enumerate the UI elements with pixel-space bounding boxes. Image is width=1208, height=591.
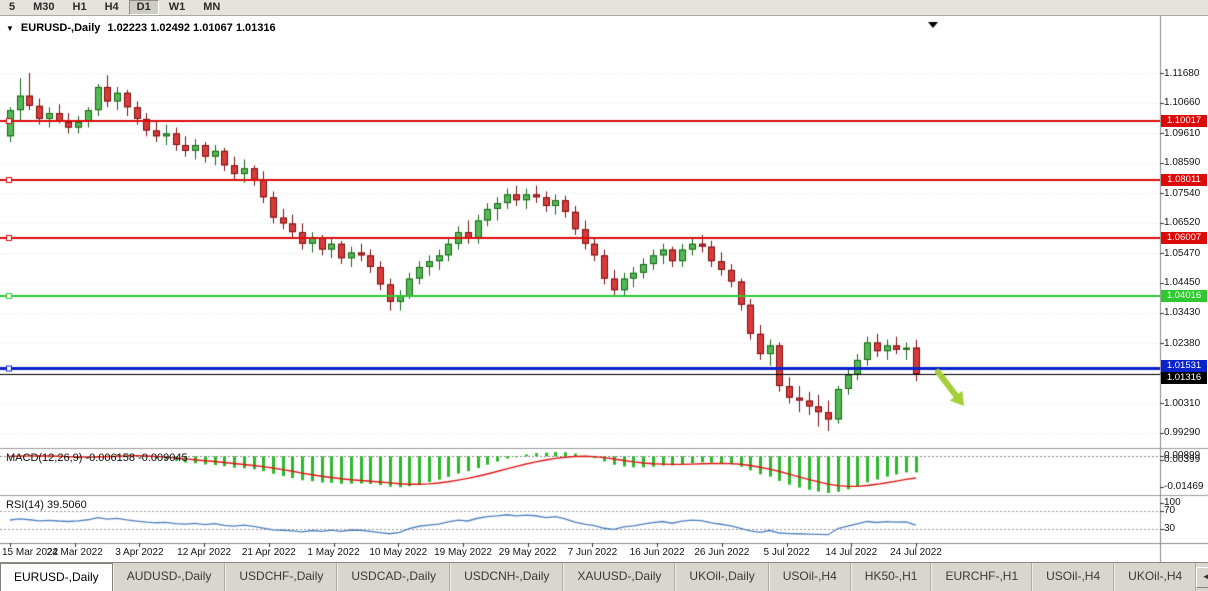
chart-tab[interactable]: USDCHF-,Daily — [225, 563, 338, 591]
symbol-dropdown-icon[interactable]: ▼ — [6, 23, 14, 33]
timeframe-button-d1[interactable]: D1 — [128, 0, 159, 15]
timeframe-toolbar: 5 M30 H1 H4 D1 W1 MN — [0, 0, 1208, 16]
chart-tabs: EURUSD-,Daily AUDUSD-,Daily USDCHF-,Daily U… — [0, 563, 1197, 591]
chart-tab[interactable]: HK50-,H1 — [850, 563, 932, 591]
chart-tab[interactable]: UKOil-,H4 — [1114, 563, 1197, 591]
chart-tab[interactable]: USOil-,H4 — [768, 563, 851, 591]
chart-tab[interactable]: USDCNH-,Daily — [450, 563, 564, 591]
timeframe-button-m30[interactable]: M30 — [33, 1, 55, 13]
tab-scroll-left-button[interactable]: ◄ — [1196, 566, 1208, 588]
tab-scroll-controls: ◄ ► — [1196, 563, 1208, 591]
price-chart-canvas[interactable] — [0, 16, 1208, 562]
chart-tab[interactable]: EURUSD-,Daily — [0, 563, 113, 591]
chart-tab[interactable]: USDCAD-,Daily — [337, 563, 451, 591]
timeframe-button-h4[interactable]: H4 — [104, 1, 119, 13]
timeframe-button-mn[interactable]: MN — [203, 1, 221, 13]
timeframe-button-5[interactable]: 5 — [9, 1, 16, 13]
chart-tab[interactable]: AUDUSD-,Daily — [112, 563, 226, 591]
timeframe-button-w1[interactable]: W1 — [168, 1, 186, 13]
chart-tab[interactable]: USOil-,H4 — [1032, 563, 1115, 591]
chart-tab[interactable]: UKOil-,Daily — [675, 563, 769, 591]
chart-region: ▼ EURUSD-,Daily 1.02223 1.02492 1.01067 … — [0, 16, 1208, 562]
timeframe-button-h1[interactable]: H1 — [72, 1, 87, 13]
chart-tab[interactable]: XAUUSD-,Daily — [563, 563, 676, 591]
chart-tab[interactable]: EURCHF-,H1 — [931, 563, 1033, 591]
chart-tab-bar: EURUSD-,Daily AUDUSD-,Daily USDCHF-,Daily U… — [0, 562, 1208, 591]
